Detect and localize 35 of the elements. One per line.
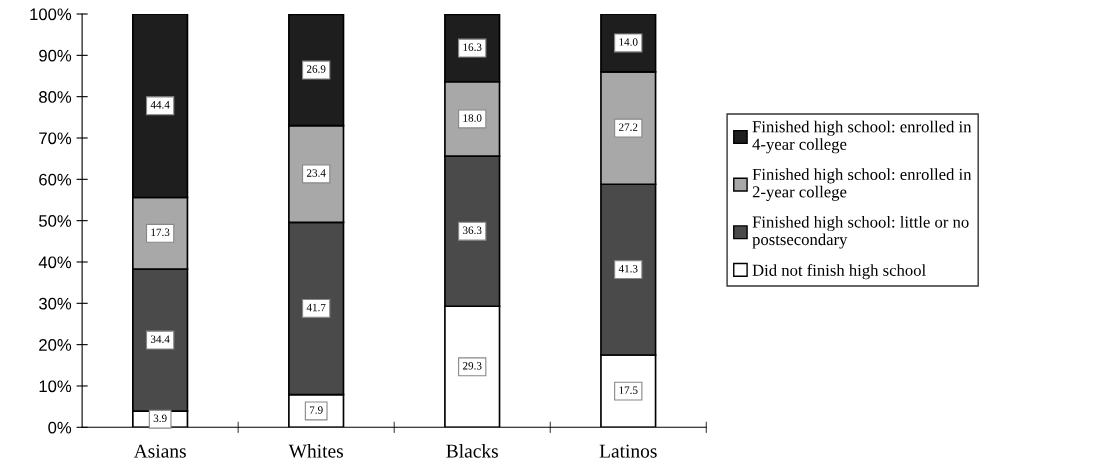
data-label: 17.5 xyxy=(619,386,638,394)
data-label: 41.7 xyxy=(306,303,326,312)
legend-label: Did not finish high school xyxy=(752,264,926,280)
x-tick-label: Blacks xyxy=(446,443,498,458)
y-tick-label: 20% xyxy=(39,339,72,351)
legend-label: Finished high school: enrolled in 2-year college xyxy=(752,168,972,201)
data-label: 34.4 xyxy=(150,335,170,343)
x-tick-label: Whites xyxy=(288,443,344,458)
data-label: 17.3 xyxy=(151,228,170,237)
data-label: 29.3 xyxy=(462,362,482,370)
data-label: 23.4 xyxy=(306,169,326,177)
data-label: 41.3 xyxy=(618,264,638,273)
data-label: 7.9 xyxy=(309,406,323,414)
y-tick-label: 70% xyxy=(39,132,72,145)
y-tick-label: 10% xyxy=(39,380,72,393)
y-tick-label: 0% xyxy=(48,421,72,434)
data-label: 44.4 xyxy=(150,101,170,109)
data-label: 36.3 xyxy=(463,226,482,235)
data-label: 16.3 xyxy=(463,43,482,51)
data-label: 26.9 xyxy=(306,65,326,73)
y-tick-label: 30% xyxy=(38,297,72,310)
y-tick-label: 40% xyxy=(38,256,72,269)
legend-label: Finished high school: little or no postsecondary xyxy=(752,215,969,249)
x-tick-label: Asians xyxy=(133,444,186,458)
x-tick-label: Latinos xyxy=(599,444,657,458)
y-tick-label: 60% xyxy=(39,173,72,186)
data-label: 3.9 xyxy=(153,414,167,423)
y-tick-label: 80% xyxy=(39,91,72,103)
data-label: 18.0 xyxy=(463,114,482,122)
data-label: 27.2 xyxy=(619,123,638,131)
data-label: 14.0 xyxy=(619,38,638,46)
y-tick-label: 100% xyxy=(30,8,72,21)
legend-label: Finished high school: enrolled in 4-year college xyxy=(752,120,972,154)
y-tick-label: 50% xyxy=(39,215,72,227)
y-tick-label: 90% xyxy=(39,49,72,62)
